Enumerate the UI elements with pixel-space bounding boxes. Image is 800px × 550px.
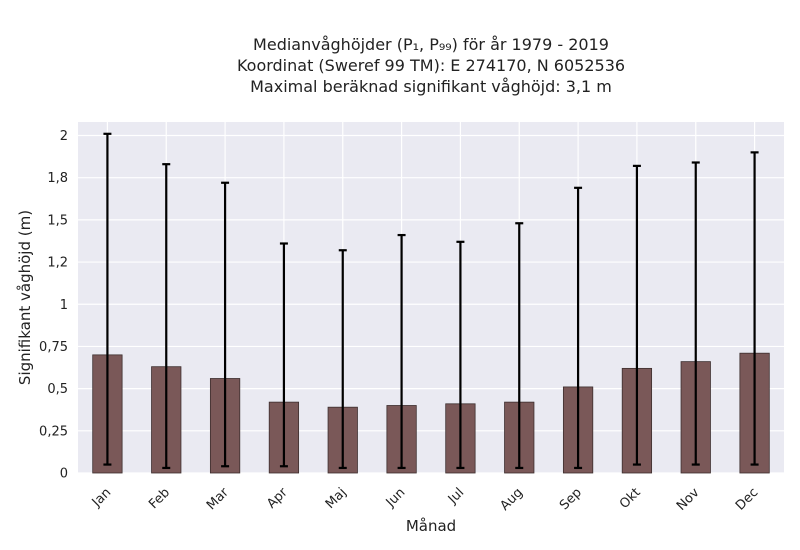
- y-tick-label: 1,2: [47, 256, 68, 271]
- plot-area: [78, 122, 784, 473]
- y-axis: 0 0,25 0,5 0,75 1 1,2 1,5 1,8 2: [39, 129, 68, 482]
- x-axis: Jan Feb Mar Apr Maj Jun Jul Aug Sep Okt Nov Dec: [89, 485, 762, 514]
- y-tick-label: 1,8: [47, 171, 68, 186]
- title-line-2: Koordinat (Sweref 99 TM): E 274170, N 60…: [236, 56, 626, 75]
- x-tick-label: Aug: [498, 485, 527, 514]
- y-axis-label: Signifikant våghöjd (m): [16, 210, 34, 385]
- error-bars: [103, 132, 759, 470]
- x-tick-label: Maj: [323, 485, 350, 512]
- y-tick-label: 0: [60, 467, 68, 482]
- title-line-3: Maximal beräknad signifikant våghöjd: 3,…: [250, 77, 612, 96]
- chart-title: Medianvåghöjder (P₁, P₉₉) för år 1979 - …: [0, 34, 800, 97]
- x-tick-label: Dec: [733, 485, 761, 513]
- y-tick-label: 1: [60, 298, 68, 313]
- y-tick-label: 1,5: [47, 213, 68, 228]
- y-tick-label: 0,25: [39, 424, 68, 439]
- x-tick-label: Sep: [557, 485, 585, 513]
- x-axis-label: Månad: [406, 517, 456, 535]
- x-tick-label: Jul: [445, 485, 467, 507]
- y-tick-label: 0,5: [47, 382, 68, 397]
- x-tick-label: Jan: [89, 485, 114, 510]
- x-tick-label: Feb: [146, 485, 173, 512]
- x-tick-label: Okt: [617, 485, 644, 512]
- x-tick-label: Apr: [264, 485, 291, 512]
- x-tick-label: Mar: [204, 485, 232, 513]
- title-line-1: Medianvåghöjder (P₁, P₉₉) för år 1979 - …: [253, 35, 609, 54]
- x-tick-label: Jun: [383, 485, 409, 511]
- y-tick-label: 2: [60, 129, 68, 144]
- y-tick-label: 0,75: [39, 340, 68, 355]
- x-tick-label: Nov: [674, 485, 703, 514]
